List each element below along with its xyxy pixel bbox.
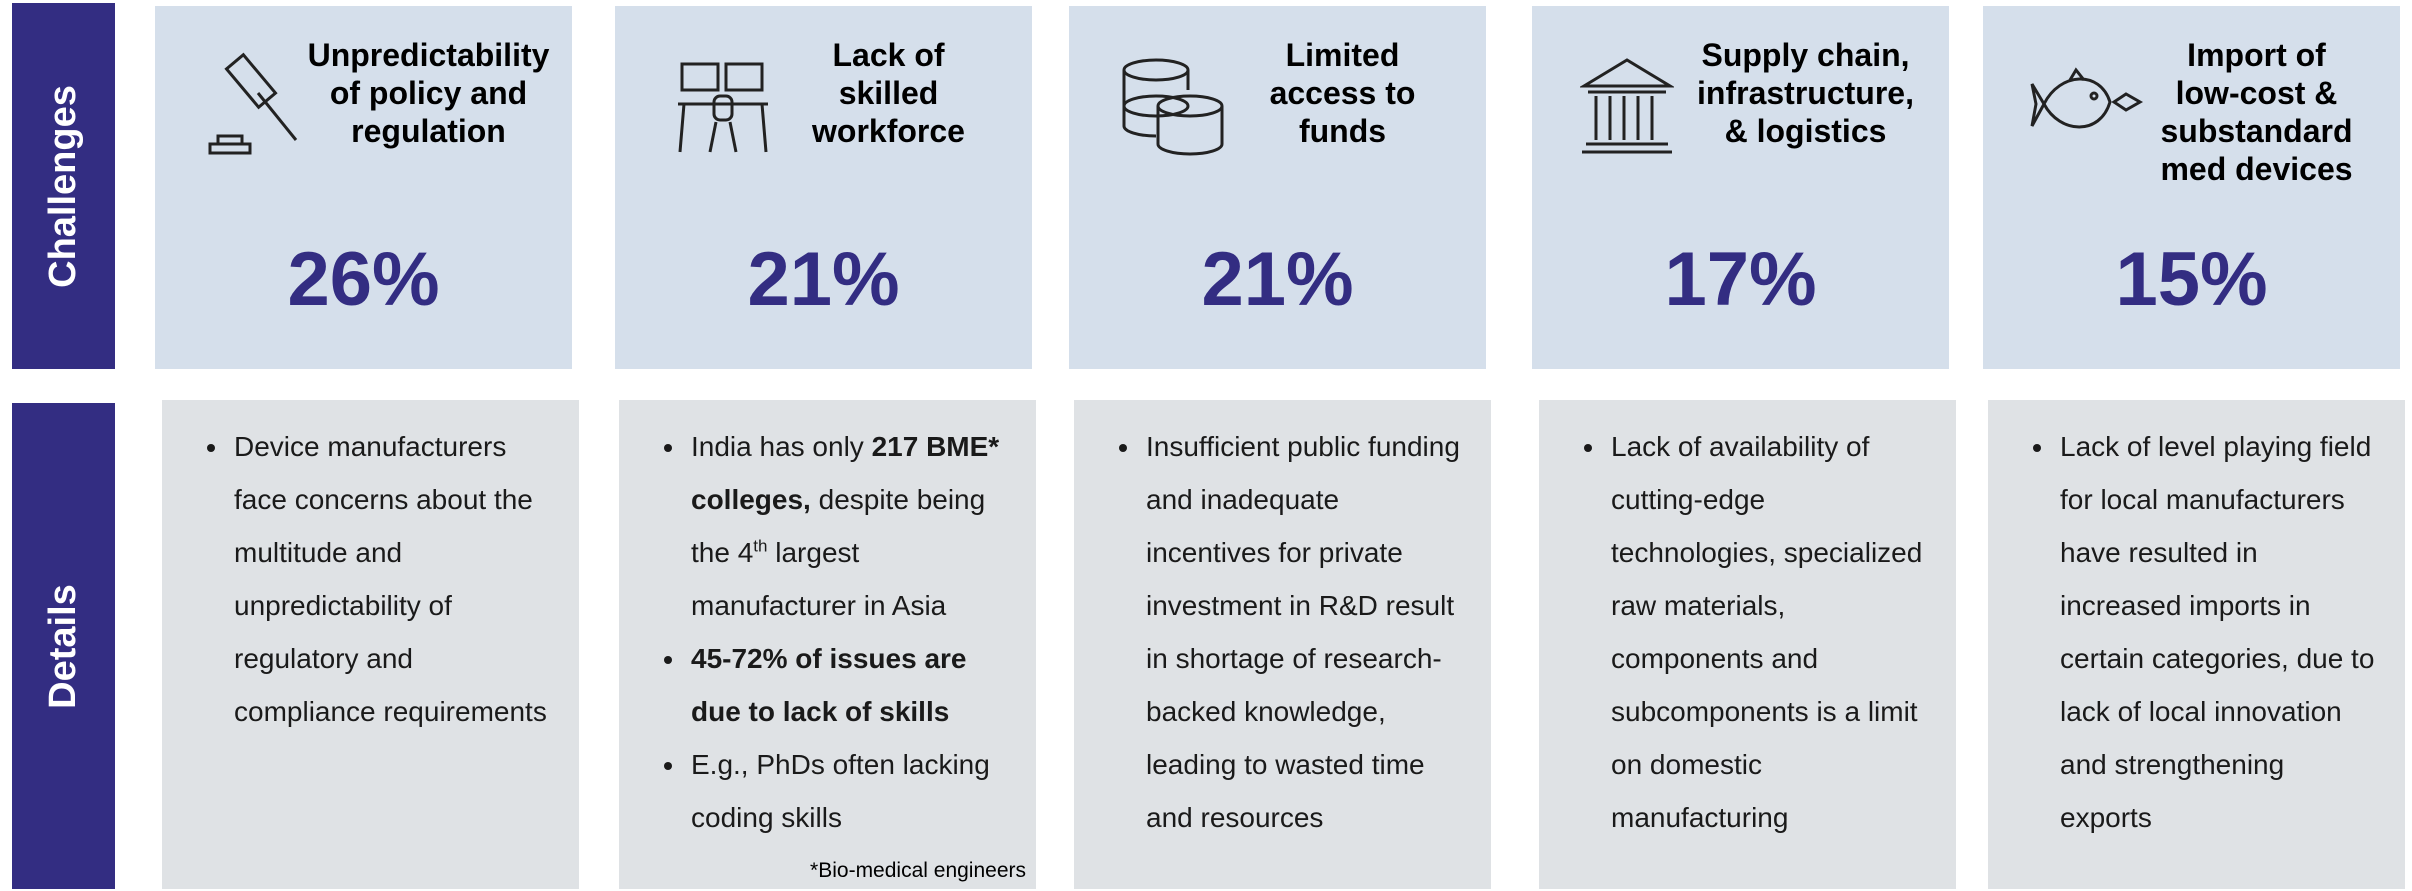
bullet: E.g., PhDs often lacking coding skills [687,738,1012,844]
challenge-card: Unpredictability of policy and regulatio… [155,6,572,369]
bullet-text: Insufficient public funding and inadequa… [1146,431,1460,833]
challenge-percent: 15% [2115,237,2268,322]
challenge-card: Lack of skilled workforce 21% [615,6,1032,369]
challenge-title: Import of low-cost & substandard med dev… [2160,37,2353,187]
challenge-title: Limited access to funds [1269,37,1416,149]
details-card: Lack of level playing field for local ma… [1988,400,2405,889]
challenge-title: Unpredictability of policy and regulatio… [307,37,550,149]
bullet-list: Device manufacturers face concerns about… [194,420,555,738]
label-text: Details [42,583,84,709]
bullet-text: th [753,536,768,556]
challenge-percent: 21% [1201,237,1354,322]
bullet-text: largest manufacturer in Asia [691,537,947,621]
bullet-text: despite being the 4 [691,484,986,568]
challenge-card: Limited access to funds 21% [1069,6,1486,369]
bullet-list: Insufficient public funding and inadequa… [1106,420,1467,844]
bullet: India has only 217 BME* colleges, despit… [687,420,1012,632]
gavel-icon [208,52,298,155]
desk-icon [678,62,768,153]
label-text: Challenges [42,84,85,288]
bullet-text: E.g., PhDs often lacking coding skills [691,749,990,833]
bullet-list: India has only 217 BME* colleges, despit… [651,420,1012,844]
bullet-list: Lack of availability of cutting-edge tec… [1571,420,1932,844]
challenge-title: Supply chain, infrastructure, & logistic… [1697,37,1914,149]
bullet-text: Device manufacturers face concerns about… [234,431,547,727]
challenge-percent: 17% [1664,237,1817,322]
bullet: Lack of availability of cutting-edge tec… [1607,420,1932,844]
bullet: Device manufacturers face concerns about… [230,420,555,738]
details-card: Lack of availability of cutting-edge tec… [1539,400,1956,889]
bullet-list: Lack of level playing field for local ma… [2020,420,2381,844]
challenge-card: Import of low-cost & substandard med dev… [1983,6,2400,369]
details-card: Device manufacturers face concerns about… [162,400,579,889]
details-card: Insufficient public funding and inadequa… [1074,400,1491,889]
bullet-text: India has only [691,431,872,462]
challenges-label: Challenges [12,3,115,369]
challenge-percent: 26% [287,237,440,322]
details-card: India has only 217 BME* colleges, despit… [619,400,1036,889]
bullet-text: Lack of availability of cutting-edge tec… [1611,431,1923,833]
challenge-card: Supply chain, infrastructure, & logistic… [1532,6,1949,369]
bullet-text: 45-72% of issues are due to lack of skil… [691,643,967,727]
challenge-percent: 21% [747,237,900,322]
bullet: 45-72% of issues are due to lack of skil… [687,632,1012,738]
bullet: Lack of level playing field for local ma… [2056,420,2381,844]
details-label: Details [12,403,115,889]
bullet-text: 217 BME* colleges, [691,431,1000,515]
bank-icon [1580,58,1674,154]
bullet: Insufficient public funding and inadequa… [1142,420,1467,844]
footnote: *Bio-medical engineers [810,859,1026,882]
fish-icon [2030,67,2144,129]
bullet-text: Lack of level playing field for local ma… [2060,431,2375,833]
challenge-title: Lack of skilled workforce [812,37,965,149]
coins-icon [1122,58,1224,156]
